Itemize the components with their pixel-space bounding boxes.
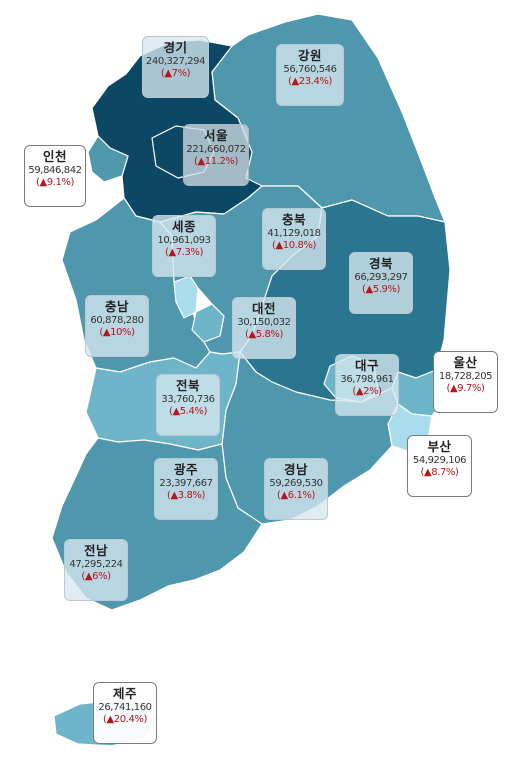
region-name: 경남 [283, 462, 308, 477]
region-change: (▲8.7%) [420, 467, 459, 479]
region-label-gyeongbuk: 경북 66,293,297 (▲5.9%) [349, 252, 413, 314]
region-label-daejeon: 대전 30,150,032 (▲5.8%) [232, 297, 296, 359]
region-change: (▲6%) [81, 571, 111, 583]
region-value: 59,269,530 [269, 477, 323, 489]
region-change: (▲5.9%) [361, 284, 401, 296]
region-change: (▲2%) [352, 386, 382, 398]
region-value: 60,878,280 [90, 314, 144, 326]
region-name: 대전 [251, 301, 276, 316]
region-name: 전남 [83, 543, 108, 558]
region-change: (▲10.8%) [271, 240, 317, 252]
region-label-incheon: 인천 59,846,842 (▲9.1%) [24, 145, 86, 207]
region-name: 전북 [175, 378, 200, 393]
region-incheon[interactable] [87, 135, 129, 183]
region-label-gwangju: 광주 23,397,667 (▲3.8%) [154, 458, 218, 520]
region-change: (▲9.1%) [35, 177, 75, 189]
region-label-jeonbuk: 전북 33,760,736 (▲5.4%) [156, 374, 220, 436]
region-change: (▲5.8%) [244, 329, 284, 341]
region-change: (▲7.3%) [164, 247, 204, 259]
region-change: (▲20.4%) [102, 714, 148, 726]
region-name: 광주 [173, 462, 198, 477]
region-label-gangwon: 강원 56,760,546 (▲23.4%) [276, 44, 344, 106]
region-value: 36,798,961 [340, 373, 394, 385]
region-value: 221,660,072 [186, 143, 246, 155]
region-name: 경북 [368, 256, 393, 271]
region-value: 41,129,018 [267, 227, 321, 239]
region-name: 강원 [297, 48, 322, 63]
region-label-daegu: 대구 36,798,961 (▲2%) [335, 354, 399, 416]
region-change: (▲3.8%) [166, 490, 206, 502]
region-label-gyeonggi: 경기 240,327,294 (▲7%) [142, 36, 209, 98]
region-value: 56,760,546 [283, 63, 337, 75]
region-value: 33,760,736 [161, 393, 215, 405]
region-name: 부산 [427, 439, 452, 454]
region-value: 23,397,667 [159, 477, 213, 489]
region-value: 18,728,205 [438, 370, 493, 382]
region-name: 인천 [42, 149, 67, 164]
region-value: 30,150,032 [237, 316, 291, 328]
region-label-chungbuk: 충북 41,129,018 (▲10.8%) [262, 208, 326, 270]
region-label-chungnam: 충남 60,878,280 (▲10%) [85, 295, 149, 357]
region-name: 서울 [203, 128, 228, 143]
region-name: 제주 [112, 686, 137, 701]
region-change: (▲7%) [160, 68, 191, 80]
region-change: (▲23.4%) [287, 76, 333, 88]
region-value: 59,846,842 [28, 164, 82, 176]
region-name: 충북 [281, 212, 306, 227]
region-label-ulsan: 울산 18,728,205 (▲9.7%) [433, 351, 498, 413]
region-value: 240,327,294 [145, 55, 206, 67]
region-name: 경기 [163, 40, 188, 55]
region-name: 세종 [171, 219, 196, 234]
region-change: (▲5.4%) [168, 406, 208, 418]
region-change: (▲10%) [99, 327, 135, 339]
region-label-sejong: 세종 10,961,093 (▲7.3%) [152, 215, 216, 277]
region-name: 대구 [354, 358, 379, 373]
region-label-busan: 부산 54,929,106 (▲8.7%) [407, 435, 472, 497]
region-label-seoul: 서울 221,660,072 (▲11.2%) [183, 124, 249, 186]
region-label-jeju: 제주 26,741,160 (▲20.4%) [93, 682, 157, 744]
region-change: (▲9.7%) [446, 383, 485, 395]
region-value: 54,929,106 [412, 454, 467, 466]
region-label-gyeongnam: 경남 59,269,530 (▲6.1%) [264, 458, 328, 520]
region-value: 26,741,160 [98, 701, 152, 713]
region-name: 충남 [104, 299, 129, 314]
region-value: 66,293,297 [354, 271, 408, 283]
region-label-jeonnam: 전남 47,295,224 (▲6%) [64, 539, 128, 601]
region-name: 울산 [453, 355, 478, 370]
region-change: (▲11.2%) [193, 156, 239, 168]
region-change: (▲6.1%) [276, 490, 316, 502]
region-value: 10,961,093 [157, 234, 211, 246]
region-value: 47,295,224 [69, 558, 123, 570]
